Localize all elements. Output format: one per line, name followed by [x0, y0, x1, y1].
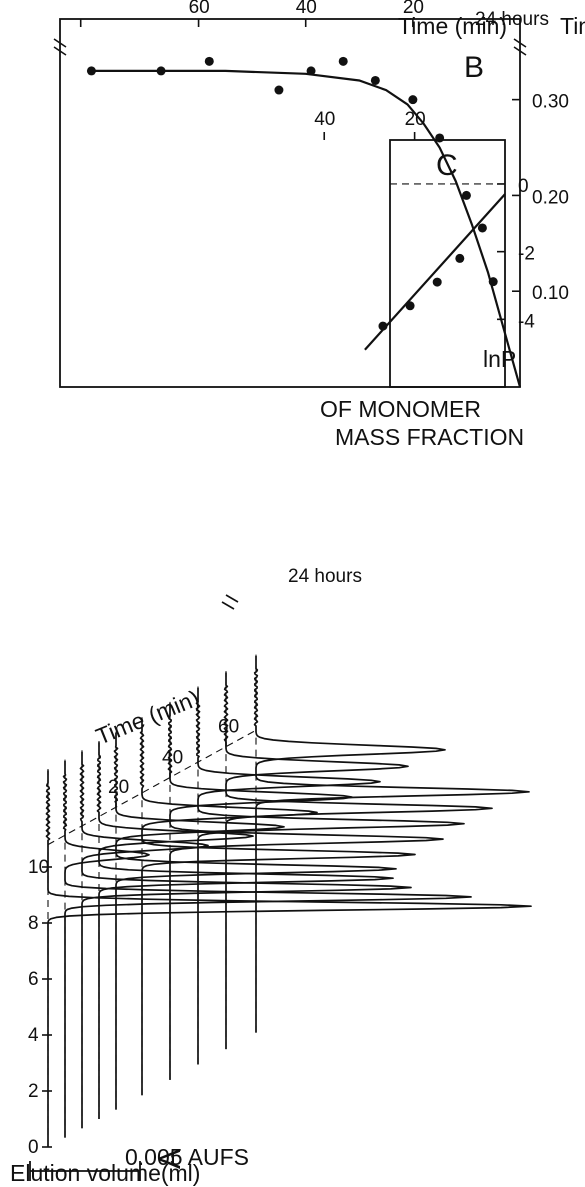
time-tick-label-60: 60 [218, 717, 239, 738]
chromatogram-1440 [253, 656, 530, 1033]
x-tick-label-10: 10 [28, 857, 49, 878]
x-tick-label-0: 0 [28, 1137, 39, 1158]
panel-a-axis-break-2 [225, 594, 239, 603]
panel-b-label: B [464, 51, 484, 84]
chromatogram-50 [195, 687, 465, 1065]
b-x-tick-label-60: 60 [189, 0, 210, 18]
b-fit-curve [91, 69, 522, 388]
b-point-8 [204, 56, 214, 66]
panel-b-break-bottom-2 [53, 38, 67, 48]
chromatogram-0 [45, 770, 532, 1147]
panel-a-chromatograms [45, 656, 532, 1147]
c-x-tick-label-20: 20 [405, 109, 426, 130]
chromatogram-30 [139, 718, 416, 1096]
c-point-2 [432, 277, 442, 287]
panel-a-ticks: 0 2 4 6 8 10 20 40 60 [28, 717, 257, 1158]
c-y-tick-label--2: -2 [518, 244, 535, 265]
chromatogram-15 [96, 742, 394, 1119]
panel-b-plot [86, 56, 522, 388]
panel-b-break-top-1 [513, 46, 527, 56]
panel-a-time-end-label: 24 hours [288, 566, 362, 587]
panel-b-y-label-line2: OF MONOMER [320, 396, 481, 422]
panel-c-ticks: 0 -2 -4 20 40 [314, 109, 535, 332]
panel-b-x-end-label: 24 hours [475, 9, 549, 30]
panel-c-x-axis-label: Time (min) [560, 13, 585, 39]
panel-c-y-axis-label: lnP [483, 346, 516, 372]
b-x-tick-label-40: 40 [296, 0, 317, 18]
panel-b-x-axis-label: Time (min) [398, 13, 507, 39]
b-point-3 [408, 95, 418, 105]
chromatogram-60 [223, 672, 493, 1050]
b-y-tick-label-0.2: 0.20 [532, 187, 569, 208]
panel-c-frame [389, 139, 506, 388]
b-point-4 [370, 75, 380, 85]
b-y-tick-label-0.1: 0.10 [532, 283, 569, 304]
chromatogram-20 [113, 733, 397, 1110]
panel-a-axis-break-1 [221, 601, 235, 610]
chromatogram-40 [167, 703, 444, 1080]
panel-a: A 0.005 AUFS Elution volume(ml) Time (mi… [10, 566, 532, 1186]
b-point-2 [435, 133, 445, 143]
x-tick-label-2: 2 [28, 1081, 39, 1102]
panel-c: C lnP Time (min) 0 -2 -4 20 40 [314, 13, 585, 388]
panel-b-y-label-line1: MASS FRACTION [335, 424, 524, 450]
chromatogram-10 [79, 751, 412, 1129]
b-y-tick-label-0.3: 0.30 [532, 92, 569, 113]
b-point-7 [274, 85, 284, 95]
b-point-6 [306, 66, 316, 76]
c-y-tick-label--4: -4 [518, 311, 535, 332]
x-tick-label-8: 8 [28, 913, 39, 934]
time-tick-label-20: 20 [108, 777, 129, 798]
time-axis [47, 729, 257, 846]
c-point-1 [455, 253, 465, 263]
b-x-tick-label-20: 20 [403, 0, 424, 18]
panel-c-label: C [436, 149, 458, 182]
x-tick-label-6: 6 [28, 969, 39, 990]
panel-b-break-top-2 [513, 38, 527, 48]
panel-a-label: A [154, 1149, 187, 1169]
time-tick-label-40: 40 [162, 748, 183, 769]
panel-b-ticks: 0.10 0.20 0.30 20 40 60 [79, 0, 569, 304]
b-point-5 [338, 56, 348, 66]
panel-a-x-axis-label: Elution volume(ml) [10, 1160, 200, 1186]
x-tick-label-4: 4 [28, 1025, 39, 1046]
b-point-9 [156, 66, 166, 76]
c-y-tick-label-0: 0 [518, 176, 529, 197]
b-point-10 [86, 66, 96, 76]
panel-b-break-bottom-1 [53, 46, 67, 56]
panel-a-time-axis-label: Time (min) [92, 685, 203, 750]
c-point-0 [477, 223, 487, 233]
chromatogram-5 [62, 761, 472, 1138]
c-fit-line [364, 193, 506, 351]
b-point-0 [488, 277, 498, 287]
b-point-1 [461, 190, 471, 200]
panel-b: MASS FRACTION OF MONOMER B Time (min) 24… [53, 0, 569, 450]
panel-b-frame [59, 18, 521, 388]
scale-bar-label: 0.005 AUFS [125, 1144, 249, 1170]
c-x-tick-label-40: 40 [314, 109, 335, 130]
c-point-4 [378, 321, 388, 331]
panel-c-plot [364, 183, 506, 351]
c-point-3 [405, 301, 415, 311]
